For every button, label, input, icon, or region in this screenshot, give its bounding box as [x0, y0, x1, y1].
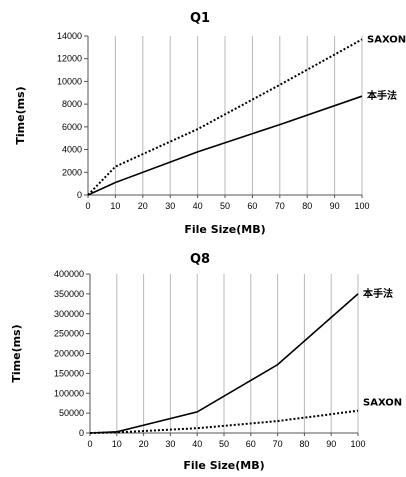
series-label: 本手法 — [363, 287, 393, 300]
x-tick-label: 30 — [165, 439, 175, 449]
x-tick-label: 50 — [219, 439, 229, 449]
x-tick-label: 20 — [139, 439, 149, 449]
y-tick-label: 12000 — [57, 54, 82, 64]
x-tick-label: 50 — [220, 201, 230, 211]
x-tick-label: 60 — [247, 201, 257, 211]
x-tick-label: 20 — [138, 201, 148, 211]
chart-title: Q8 — [190, 252, 210, 267]
x-tick-label: 100 — [354, 201, 369, 211]
series-label: 本手法 — [367, 89, 397, 102]
x-axis-label: File Size(MB) — [183, 459, 264, 472]
y-tick-label: 200000 — [54, 349, 84, 359]
series-line-saxon — [89, 409, 359, 434]
x-tick-label: 10 — [110, 201, 120, 211]
x-tick-label: 70 — [273, 439, 283, 449]
x-tick-label: 90 — [326, 439, 336, 449]
x-tick-label: 90 — [330, 201, 340, 211]
y-tick-label: 14000 — [57, 31, 82, 41]
y-tick-label: 350000 — [54, 289, 84, 299]
series-label: SAXON — [363, 398, 402, 409]
x-tick-label: 0 — [87, 439, 92, 449]
chart-title: Q1 — [190, 11, 210, 26]
y-tick-label: 400000 — [54, 269, 84, 279]
y-tick-label: 4000 — [62, 145, 82, 155]
x-tick-label: 10 — [112, 439, 122, 449]
y-tick-label: 0 — [77, 190, 82, 200]
y-tick-label: 300000 — [54, 309, 84, 319]
x-tick-label: 40 — [193, 201, 203, 211]
x-tick-label: 0 — [85, 201, 90, 211]
chart-q1: Q1 0 2000 4000 6000 8000 10000 12000 14000 0 10 20 3… — [14, 11, 406, 236]
y-tick-label: 8000 — [62, 99, 82, 109]
y-tick-label: 6000 — [62, 122, 82, 132]
x-tick-label: 40 — [192, 439, 202, 449]
x-tick-label: 80 — [302, 201, 312, 211]
y-tick-label: 50000 — [59, 408, 84, 418]
y-tick-label: 0 — [79, 428, 84, 438]
x-tick-label: 100 — [350, 439, 365, 449]
y-axis-label: Time(ms) — [14, 86, 27, 144]
x-tick-label: 30 — [165, 201, 175, 211]
y-tick-label: 10000 — [57, 76, 82, 86]
x-tick-label: 70 — [275, 201, 285, 211]
y-tick-label: 2000 — [62, 167, 82, 177]
series-label: SAXON — [367, 34, 406, 45]
x-axis-label: File Size(MB) — [184, 223, 265, 236]
y-tick-label: 250000 — [54, 329, 84, 339]
y-tick-label: 150000 — [54, 368, 84, 378]
chart-q8: Q8 0 50000 100000 150000 200000 250000 300000 35… — [10, 252, 402, 472]
x-tick-label: 60 — [246, 439, 256, 449]
y-tick-label: 100000 — [54, 388, 84, 398]
series-line-saxon — [87, 38, 363, 196]
series-line-proposed — [87, 95, 363, 196]
y-axis-label: Time(ms) — [10, 324, 23, 382]
x-tick-label: 80 — [299, 439, 309, 449]
